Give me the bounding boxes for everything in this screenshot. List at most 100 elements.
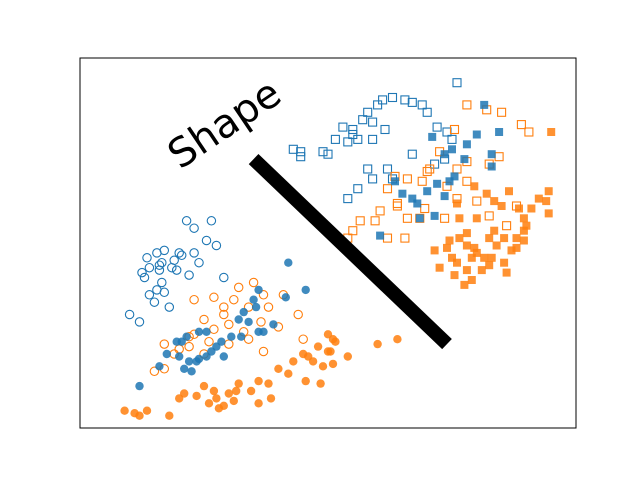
data-point [192, 391, 201, 401]
data-point [400, 233, 410, 243]
data-point [204, 399, 214, 408]
data-point [338, 122, 348, 132]
data-point [477, 266, 486, 275]
data-point [239, 307, 248, 317]
data-point [157, 277, 167, 288]
data-point [120, 406, 129, 415]
data-point [184, 357, 194, 366]
data-point [507, 246, 516, 255]
data-point [172, 337, 181, 346]
series-circle-hollow-1 [149, 277, 308, 377]
data-point [343, 194, 353, 204]
data-point [440, 192, 449, 201]
data-point [328, 359, 338, 369]
data-point [480, 100, 489, 109]
data-point [259, 327, 268, 336]
data-point [331, 337, 340, 346]
data-point [485, 234, 494, 243]
data-point [308, 357, 318, 366]
data-point [448, 145, 456, 154]
data-point [152, 285, 162, 295]
data-point [301, 285, 310, 295]
data-point [348, 129, 358, 140]
data-point [370, 216, 380, 226]
data-point [192, 357, 201, 366]
data-point [194, 257, 204, 268]
data-point [175, 394, 184, 403]
data-point [497, 107, 507, 117]
data-point [460, 280, 469, 289]
data-point [254, 399, 263, 408]
data-point [256, 317, 266, 327]
data-point [448, 253, 456, 262]
data-point [293, 309, 303, 320]
data-point [512, 234, 521, 243]
data-point [417, 176, 427, 186]
data-point [522, 221, 531, 230]
data-point [201, 235, 212, 246]
data-point [284, 258, 293, 267]
data-point [204, 336, 214, 347]
data-point [470, 182, 479, 191]
series-square-solid-7 [430, 128, 556, 289]
data-point [289, 357, 298, 366]
data-point [281, 293, 290, 302]
data-point [254, 376, 263, 386]
data-point [398, 189, 407, 198]
data-point [373, 100, 383, 110]
data-point [171, 265, 182, 275]
data-point [363, 107, 373, 117]
data-point [254, 285, 263, 295]
data-point [472, 248, 481, 257]
data-point [135, 381, 144, 391]
data-point [202, 352, 211, 361]
data-point [430, 246, 439, 255]
data-point [363, 164, 373, 174]
data-point [266, 394, 276, 403]
decision-line [248, 154, 452, 350]
data-point [430, 159, 440, 169]
data-point [500, 234, 509, 243]
data-point [264, 379, 273, 388]
data-point [212, 394, 221, 403]
data-point [519, 226, 528, 235]
data-point [470, 243, 479, 252]
data-point [544, 187, 553, 196]
data-point [263, 302, 274, 312]
data-point [407, 149, 417, 159]
series-square-hollow-4 [288, 78, 462, 204]
data-point [246, 386, 256, 396]
data-point [184, 270, 194, 280]
data-point [452, 78, 462, 88]
data-point [139, 272, 150, 283]
data-point [248, 277, 259, 288]
data-point [495, 128, 504, 136]
data-point [232, 386, 241, 396]
data-point [422, 166, 432, 177]
data-point [144, 290, 155, 300]
data-point [214, 404, 224, 413]
series-circle-hollow-0 [124, 216, 229, 327]
data-point [462, 266, 471, 275]
data-point [224, 389, 233, 398]
data-point [445, 177, 454, 186]
plot-area-frame [79, 57, 577, 429]
data-point [258, 346, 269, 357]
data-point [462, 241, 471, 250]
data-point [502, 268, 511, 277]
data-point [130, 409, 139, 418]
data-point [199, 314, 209, 325]
data-point [202, 327, 211, 336]
data-point [449, 124, 460, 135]
data-point [392, 201, 402, 211]
data-point [318, 362, 328, 371]
data-point [169, 255, 179, 266]
data-point [269, 320, 278, 329]
data-point [519, 214, 528, 223]
data-point [189, 223, 199, 233]
data-point [492, 241, 501, 250]
data-point [159, 245, 170, 256]
data-point [534, 194, 543, 203]
data-point [516, 120, 526, 130]
